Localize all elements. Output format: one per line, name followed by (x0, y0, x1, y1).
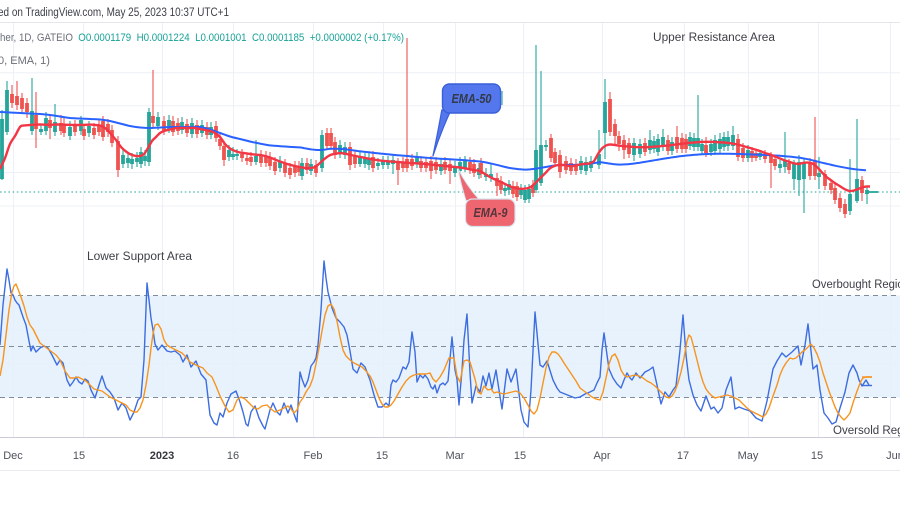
svg-text:Jun: Jun (886, 450, 900, 462)
svg-text:15: 15 (73, 450, 85, 462)
svg-text:15: 15 (514, 450, 526, 462)
svg-text:16: 16 (227, 450, 239, 462)
svg-text:Lower Support Area: Lower Support Area (87, 251, 193, 263)
svg-text:Oversold Region: Oversold Region (833, 425, 900, 437)
svg-text:Dec: Dec (3, 450, 23, 462)
svg-text:Upper Resistance Area: Upper Resistance Area (653, 32, 776, 44)
svg-text:Mar: Mar (446, 450, 465, 462)
svg-text:EMA-9: EMA-9 (474, 206, 508, 220)
svg-text:15: 15 (811, 450, 823, 462)
svg-text:her, 1D, GATEIO O0.0001179 H: her, 1D, GATEIO O0.0001179 H0.0001224 L0… (0, 32, 404, 44)
svg-text:15: 15 (376, 450, 388, 462)
svg-text:EMA-50: EMA-50 (452, 92, 492, 106)
svg-text:2023: 2023 (150, 450, 174, 462)
svg-text:May: May (738, 450, 759, 462)
svg-text:Apr: Apr (593, 450, 610, 462)
svg-text:ed on TradingView.com, May 25,: ed on TradingView.com, May 25, 2023 10:3… (0, 7, 229, 19)
svg-text:0, EMA, 1): 0, EMA, 1) (0, 55, 50, 67)
svg-text:Overbought Region: Overbought Region (812, 279, 900, 291)
svg-text:17: 17 (677, 450, 689, 462)
svg-text:Feb: Feb (304, 450, 323, 462)
